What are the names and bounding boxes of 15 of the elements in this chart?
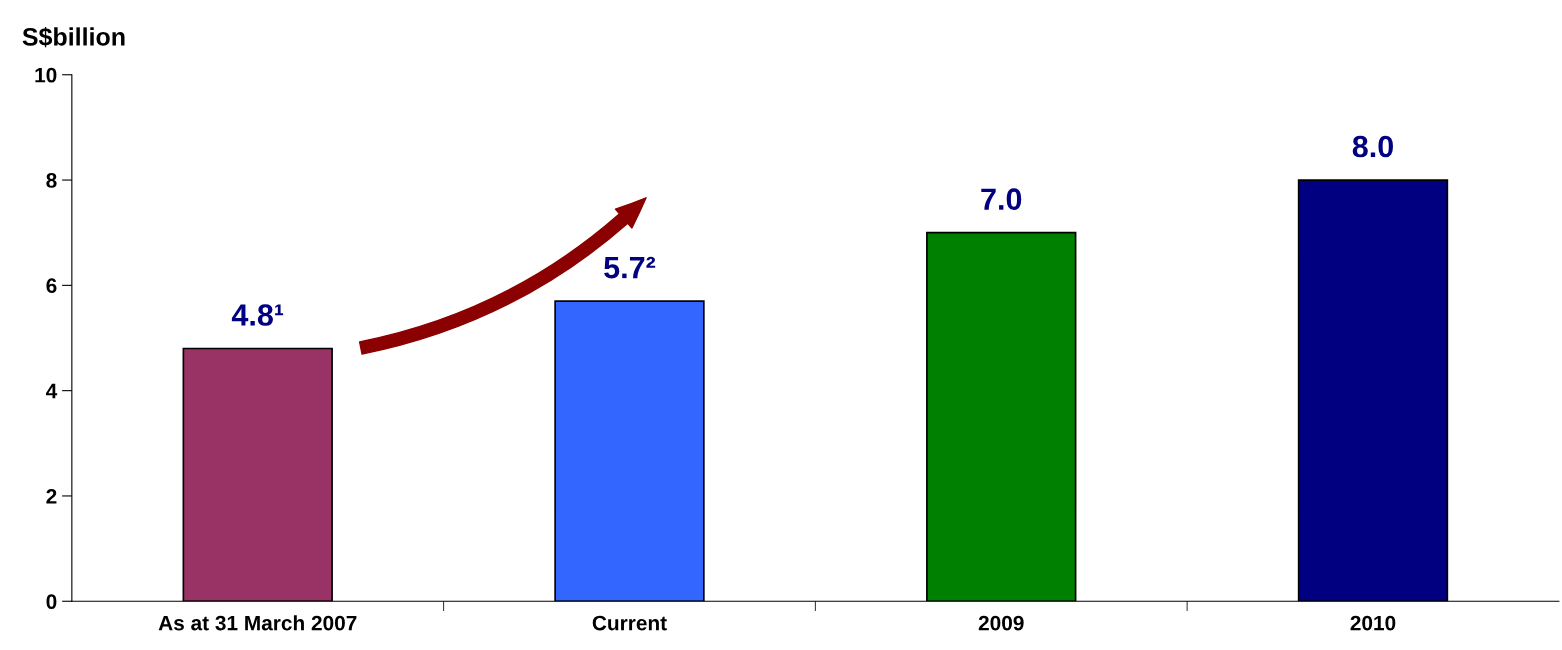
y-tick-label: 10 [35, 67, 57, 83]
data-label: 8.0 [1352, 135, 1393, 158]
y-tick-label: 8 [46, 173, 57, 188]
y-tick-label: 4 [46, 383, 58, 399]
data-label: 5.7² [604, 256, 656, 279]
x-tick-label: 2009 [978, 615, 1024, 631]
data-label: 7.0 [981, 188, 1022, 210]
y-tick-label: 2 [46, 488, 57, 504]
y-axis-title: S$billion [22, 26, 125, 48]
x-tick-label: As at 31 March 2007 [158, 615, 357, 631]
x-tick-label: Current [592, 615, 667, 631]
y-tick-label: 0 [46, 594, 57, 609]
y-tick-label: 6 [46, 278, 57, 294]
data-label: 4.8¹ [231, 304, 284, 326]
x-tick-label: 2010 [1350, 615, 1396, 631]
